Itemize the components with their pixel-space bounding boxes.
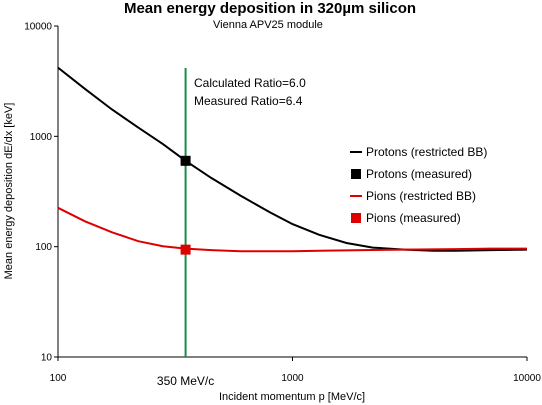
series-line-0 [57, 66, 528, 252]
legend-label: Protons (restricted BB) [366, 145, 487, 159]
series-layer [57, 66, 528, 255]
chart-subtitle: Vienna APV25 module [213, 19, 323, 31]
series-line-2 [57, 206, 527, 253]
y-tick-label: 10000 [24, 22, 52, 33]
annotation-calculated-ratio: Calculated Ratio=6.0 [194, 76, 306, 90]
x-axis-ticks: 100 1000 10000 [50, 357, 541, 384]
vertical-marker: 350 MeV/c [157, 68, 214, 388]
series-marker-1 [180, 155, 191, 166]
y-tick-label: 100 [35, 242, 52, 253]
y-axis-label: Mean energy deposition dE/dx [keV] [3, 103, 15, 280]
annotations: Calculated Ratio=6.0 Measured Ratio=6.4 [194, 76, 306, 108]
legend-marker-swatch [351, 213, 361, 223]
legend-label: Pions (restricted BB) [366, 189, 476, 203]
legend-label: Protons (measured) [366, 167, 472, 181]
legend-marker-swatch [351, 169, 361, 179]
x-axis-label: Incident momentum p [MeV/c] [219, 391, 365, 403]
series-marker-3 [180, 244, 191, 255]
y-axis-ticks: 10 100 1000 10000 [24, 22, 58, 364]
x-tick-label: 10000 [513, 373, 541, 384]
x-tick-label: 100 [50, 373, 67, 384]
y-tick-label: 10 [41, 353, 53, 364]
x-tick-label: 1000 [281, 373, 304, 384]
y-tick-label: 1000 [30, 132, 53, 143]
annotation-measured-ratio: Measured Ratio=6.4 [194, 94, 303, 108]
chart-title: Mean energy deposition in 320µm silicon [124, 0, 416, 17]
legend: Protons (restricted BB) Protons (measured… [350, 145, 487, 225]
legend-label: Pions (measured) [366, 211, 461, 225]
marker-350-label: 350 MeV/c [157, 374, 214, 388]
